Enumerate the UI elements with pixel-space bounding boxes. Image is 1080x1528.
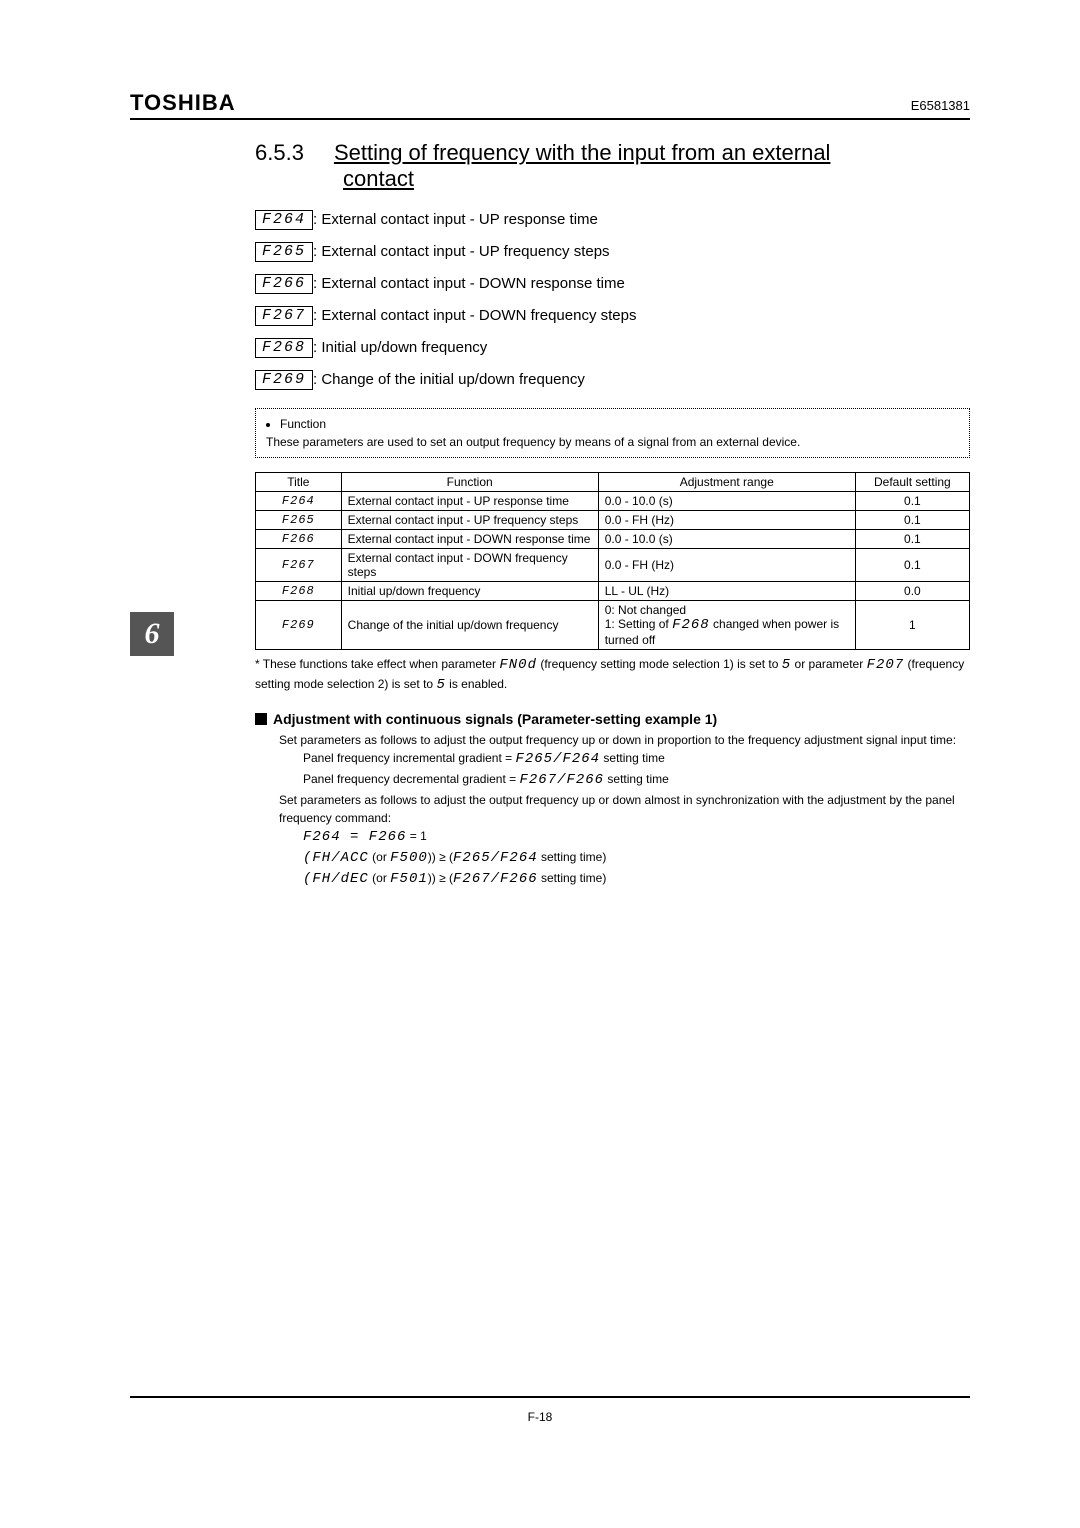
table-row: F268Initial up/down frequencyLL - UL (Hz… xyxy=(256,582,970,601)
table-row: F266External contact input - DOWN respon… xyxy=(256,530,970,549)
table-row: F264External contact input - UP response… xyxy=(256,492,970,511)
cell-default: 0.1 xyxy=(855,492,969,511)
cell-default: 0.1 xyxy=(855,511,969,530)
param-code: F269 xyxy=(255,370,313,390)
cell-default: 0.0 xyxy=(855,582,969,601)
col-range: Adjustment range xyxy=(598,473,855,492)
table-footnote: * These functions take effect when param… xyxy=(255,656,970,695)
brand-logo: TOSHIBA xyxy=(130,90,236,116)
cell-title: F268 xyxy=(256,582,342,601)
cell-range: 0.0 - 10.0 (s) xyxy=(598,492,855,511)
col-default: Default setting xyxy=(855,473,969,492)
cell-function: External contact input - UP frequency st… xyxy=(341,511,598,530)
function-label: Function xyxy=(280,417,959,431)
main-content: 6.5.3 Setting of frequency with the input… xyxy=(255,140,970,890)
param-line: F268: Initial up/down frequency xyxy=(255,338,970,358)
function-box: Function These parameters are used to se… xyxy=(255,408,970,458)
param-desc: : External contact input - UP frequency … xyxy=(313,243,610,260)
cell-range: 0: Not changed1: Setting of F268 changed… xyxy=(598,601,855,650)
param-line: F266: External contact input - DOWN resp… xyxy=(255,274,970,294)
col-title: Title xyxy=(256,473,342,492)
cell-function: Initial up/down frequency xyxy=(341,582,598,601)
square-bullet-icon xyxy=(255,713,267,725)
page-header: TOSHIBA E6581381 xyxy=(130,90,970,120)
section-title-line2: contact xyxy=(343,166,970,192)
section-title-line1: Setting of frequency with the input from… xyxy=(334,140,831,165)
param-desc: : Change of the initial up/down frequenc… xyxy=(313,371,585,388)
param-code: F267 xyxy=(255,306,313,326)
cell-title: F264 xyxy=(256,492,342,511)
table-row: F267External contact input - DOWN freque… xyxy=(256,549,970,582)
cell-default: 0.1 xyxy=(855,549,969,582)
param-desc: : External contact input - UP response t… xyxy=(313,211,598,228)
cell-function: External contact input - DOWN frequency … xyxy=(341,549,598,582)
page-number: F-18 xyxy=(0,1410,1080,1424)
adjustment-body: Set parameters as follows to adjust the … xyxy=(279,731,970,890)
param-code: F264 xyxy=(255,210,313,230)
cell-title: F266 xyxy=(256,530,342,549)
adjustment-heading: Adjustment with continuous signals (Para… xyxy=(255,711,970,727)
section-heading: 6.5.3 Setting of frequency with the input… xyxy=(255,140,970,192)
cell-default: 0.1 xyxy=(855,530,969,549)
param-line: F267: External contact input - DOWN freq… xyxy=(255,306,970,326)
param-code: F266 xyxy=(255,274,313,294)
parameter-table: Title Function Adjustment range Default … xyxy=(255,472,970,650)
table-row: F265External contact input - UP frequenc… xyxy=(256,511,970,530)
section-number: 6.5.3 xyxy=(255,140,304,166)
param-line: F269: Change of the initial up/down freq… xyxy=(255,370,970,390)
param-desc: : External contact input - DOWN frequenc… xyxy=(313,307,636,324)
param-line: F265: External contact input - UP freque… xyxy=(255,242,970,262)
cell-function: External contact input - UP response tim… xyxy=(341,492,598,511)
col-function: Function xyxy=(341,473,598,492)
cell-function: Change of the initial up/down frequency xyxy=(341,601,598,650)
chapter-tab: 6 xyxy=(130,612,174,656)
param-code: F265 xyxy=(255,242,313,262)
cell-range: 0.0 - FH (Hz) xyxy=(598,511,855,530)
param-code: F268 xyxy=(255,338,313,358)
cell-title: F269 xyxy=(256,601,342,650)
cell-range: LL - UL (Hz) xyxy=(598,582,855,601)
param-desc: : Initial up/down frequency xyxy=(313,339,487,356)
cell-default: 1 xyxy=(855,601,969,650)
cell-range: 0.0 - FH (Hz) xyxy=(598,549,855,582)
doc-number: E6581381 xyxy=(911,98,970,113)
param-desc: : External contact input - DOWN response… xyxy=(313,275,625,292)
cell-range: 0.0 - 10.0 (s) xyxy=(598,530,855,549)
cell-function: External contact input - DOWN response t… xyxy=(341,530,598,549)
cell-title: F265 xyxy=(256,511,342,530)
table-row: F269Change of the initial up/down freque… xyxy=(256,601,970,650)
footer-rule xyxy=(130,1396,970,1398)
parameter-definitions: F264: External contact input - UP respon… xyxy=(255,210,970,390)
param-line: F264: External contact input - UP respon… xyxy=(255,210,970,230)
function-text: These parameters are used to set an outp… xyxy=(266,435,959,449)
cell-title: F267 xyxy=(256,549,342,582)
